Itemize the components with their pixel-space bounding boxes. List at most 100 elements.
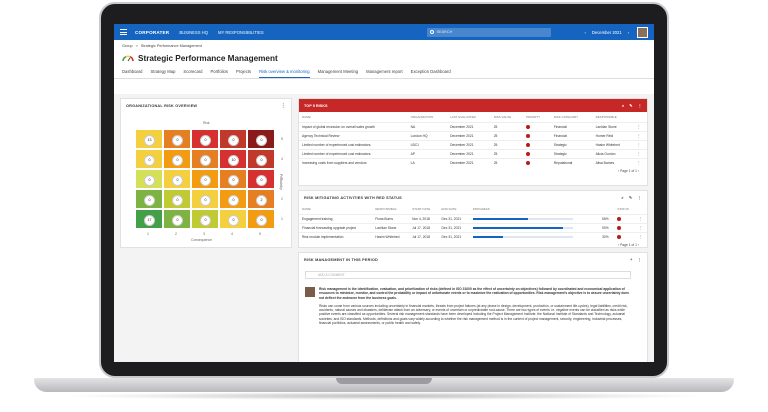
row-more-icon[interactable]: ⋮ bbox=[634, 140, 647, 150]
breadcrumb-group[interactable]: Group bbox=[122, 44, 133, 48]
search-icon[interactable]: ⌕ bbox=[621, 103, 625, 108]
heatmap-cell[interactable]: 0 bbox=[247, 209, 275, 229]
heatmap-cell[interactable]: 0 bbox=[163, 209, 191, 229]
row-more-icon[interactable]: ⋮ bbox=[634, 131, 647, 141]
table-cell: Dec 31, 2021 bbox=[438, 232, 470, 242]
comment-input[interactable]: ADD A COMMENT bbox=[305, 271, 631, 279]
column-header[interactable]: END DATE bbox=[441, 207, 457, 211]
row-more-icon[interactable]: ⋮ bbox=[634, 158, 647, 168]
column-header[interactable]: START DATE bbox=[412, 207, 431, 211]
heatmap-cell[interactable]: 10 bbox=[219, 149, 247, 169]
heatmap-count: 0 bbox=[200, 134, 211, 146]
more-icon[interactable]: ⋮ bbox=[637, 103, 642, 108]
heatmap-cell[interactable]: 0 bbox=[135, 149, 163, 169]
period-selector[interactable]: December 2021 bbox=[591, 29, 622, 35]
heatmap-cell[interactable]: 0 bbox=[191, 169, 219, 189]
add-icon[interactable]: + bbox=[629, 257, 633, 262]
more-icon[interactable]: ⋮ bbox=[637, 195, 642, 200]
heatmap-cell[interactable]: 0 bbox=[219, 129, 247, 149]
row-more-icon[interactable]: ⋮ bbox=[635, 232, 647, 242]
table-cell: Alicia Gordon bbox=[592, 149, 635, 159]
app-logo[interactable]: CORPORATER bbox=[135, 29, 170, 35]
more-icon[interactable]: ⋮ bbox=[637, 257, 642, 262]
heatmap-cell[interactable]: 0 bbox=[163, 189, 191, 209]
table-row[interactable]: Impact of global recession on overall sa… bbox=[299, 122, 647, 132]
table-row[interactable]: Engagement training Fiona Burns Nov 4, 201… bbox=[299, 214, 647, 224]
heatmap-cell[interactable]: 2 bbox=[247, 189, 275, 209]
tab-8[interactable]: Exception Dashboard bbox=[410, 69, 451, 74]
table-row[interactable]: Increasing costs from suppliers and vend… bbox=[299, 158, 647, 168]
heatmap-cell[interactable]: 0 bbox=[163, 149, 191, 169]
user-avatar[interactable] bbox=[637, 26, 648, 38]
heatmap-count: 0 bbox=[144, 174, 155, 186]
tab-6[interactable]: Management Meeting bbox=[317, 69, 359, 74]
tab-4[interactable]: Projects bbox=[235, 69, 252, 74]
table-cell: December 2021 bbox=[447, 122, 491, 132]
nav-business-hq[interactable]: BUSINESS HQ bbox=[179, 29, 208, 35]
column-header[interactable]: RESPONSIBLE bbox=[595, 115, 617, 119]
edit-icon[interactable]: ✎ bbox=[629, 103, 633, 108]
x-axis-label: Consequence bbox=[191, 238, 212, 242]
row-more-icon[interactable]: ⋮ bbox=[634, 149, 647, 159]
edit-icon[interactable]: ✎ bbox=[628, 195, 633, 200]
heatmap-cell[interactable]: 0 bbox=[247, 149, 275, 169]
heatmap-cell[interactable]: 0 bbox=[219, 169, 247, 189]
priority-cell bbox=[522, 131, 551, 141]
tab-7[interactable]: Management report bbox=[366, 69, 403, 74]
heatmap-cell[interactable]: 0 bbox=[247, 169, 275, 189]
heatmap-cell[interactable]: 0 bbox=[191, 209, 219, 229]
progress-fill bbox=[472, 236, 503, 239]
heatmap-cell[interactable]: 0 bbox=[219, 189, 247, 209]
table-cell: Strategic bbox=[550, 149, 593, 159]
heatmap-cell[interactable]: 0 bbox=[247, 129, 275, 149]
heatmap-cell[interactable]: 0 bbox=[219, 209, 247, 229]
row-more-icon[interactable]: ⋮ bbox=[634, 122, 647, 132]
table-cell: Dec 31, 2021 bbox=[438, 223, 470, 233]
column-header[interactable]: RISK VALUE bbox=[493, 115, 512, 119]
hamburger-icon[interactable] bbox=[120, 29, 127, 35]
row-more-icon[interactable]: ⋮ bbox=[635, 223, 647, 233]
heatmap-cell[interactable]: 0 bbox=[135, 169, 163, 189]
more-icon[interactable]: ⋮ bbox=[280, 102, 286, 109]
mitigating-pager[interactable]: ‹ Page 1 of 1 › bbox=[618, 243, 639, 248]
search-input[interactable]: SEARCH bbox=[426, 27, 551, 37]
heatmap-cell[interactable]: 13 bbox=[135, 129, 163, 149]
table-row[interactable]: Agency Technical Review London HQ December… bbox=[299, 131, 647, 141]
comment-bold: Risk management is the identification, e… bbox=[319, 287, 630, 300]
heatmap-cell[interactable]: 0 bbox=[163, 169, 191, 189]
tab-1[interactable]: Strategy Map bbox=[150, 69, 176, 74]
table-cell: December 2021 bbox=[447, 131, 491, 141]
column-header[interactable]: LAST EVALUATED bbox=[450, 115, 476, 119]
table-row[interactable]: Financial forecasting upgrade project Lac… bbox=[299, 223, 647, 233]
heatmap-cell[interactable]: 0 bbox=[191, 129, 219, 149]
column-header[interactable]: PRIORITY bbox=[525, 115, 541, 119]
heatmap-cell[interactable]: 0 bbox=[135, 189, 163, 209]
heatmap-count: 17 bbox=[144, 214, 155, 226]
heatmap-count: 2 bbox=[256, 194, 267, 206]
risk-overview-title: ORGANIZATIONAL RISK OVERVIEW bbox=[126, 103, 198, 108]
chevron-left-icon[interactable]: ‹ bbox=[584, 29, 586, 35]
tab-3[interactable]: Portfolios bbox=[210, 69, 228, 74]
table-row[interactable]: Limited number of experienced cost estim… bbox=[299, 140, 647, 150]
column-header[interactable]: ORGANIZATION bbox=[410, 115, 434, 119]
top5-pager[interactable]: ‹ Page 1 of 1 › bbox=[618, 169, 639, 174]
heatmap-cell[interactable]: 0 bbox=[191, 189, 219, 209]
column-header[interactable]: NAME bbox=[302, 115, 311, 119]
heatmap-cell[interactable]: 0 bbox=[191, 149, 219, 169]
table-row[interactable]: Limited number of experienced cost estim… bbox=[299, 149, 647, 159]
search-icon[interactable]: ⌕ bbox=[621, 195, 624, 200]
column-header[interactable]: RESPONSIBLE bbox=[375, 207, 397, 211]
column-header[interactable]: PROGRESS bbox=[472, 207, 490, 211]
chevron-right-icon[interactable]: › bbox=[627, 29, 629, 35]
tab-0[interactable]: Dashboard bbox=[122, 69, 143, 74]
row-more-icon[interactable]: ⋮ bbox=[635, 214, 647, 224]
tab-2[interactable]: Scorecard bbox=[183, 69, 203, 74]
column-header[interactable]: STATUS bbox=[617, 207, 629, 211]
heatmap-cell[interactable]: 17 bbox=[135, 209, 163, 229]
column-header[interactable]: RISK CATEGORY bbox=[553, 115, 579, 119]
column-header[interactable]: NAME bbox=[302, 207, 311, 211]
nav-my-responsibilities[interactable]: MY RESPONSIBILITIES bbox=[217, 29, 264, 35]
tab-5[interactable]: Risk overview & monitoring bbox=[259, 69, 310, 78]
heatmap-cell[interactable]: 0 bbox=[163, 129, 191, 149]
table-row[interactable]: Risk module implementation Hasim Whitehed… bbox=[299, 232, 647, 242]
